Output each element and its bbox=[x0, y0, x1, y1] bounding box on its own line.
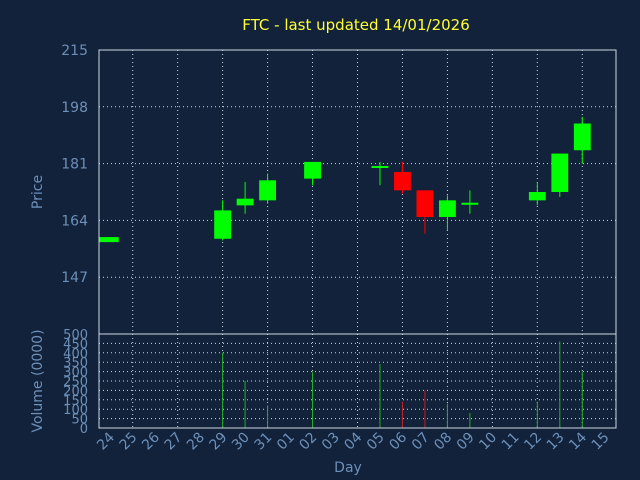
volume-bars bbox=[222, 341, 583, 428]
price-tick-label: 198 bbox=[61, 100, 88, 116]
date-tick-label: 24 bbox=[94, 429, 118, 453]
volume-grid bbox=[99, 334, 616, 428]
date-tick-label: 30 bbox=[229, 430, 253, 454]
volume-tick-label: 500 bbox=[63, 328, 88, 343]
price-grid bbox=[99, 50, 616, 334]
price-tick-label: 164 bbox=[61, 213, 88, 229]
volume-tick-label: 250 bbox=[63, 375, 88, 390]
date-tick-label: 14 bbox=[566, 429, 590, 453]
price-tick-labels: 215 198 181 164 147 bbox=[61, 43, 88, 286]
price-tick-label: 215 bbox=[61, 43, 88, 59]
price-tick-label: 181 bbox=[61, 157, 88, 173]
volume-tick-label: 100 bbox=[63, 403, 88, 418]
date-tick-label: 07 bbox=[409, 430, 433, 454]
volume-tick-label: 200 bbox=[63, 384, 88, 399]
candle-body bbox=[528, 192, 546, 201]
date-tick-label: 09 bbox=[454, 430, 478, 454]
candle-body bbox=[573, 123, 591, 151]
price-axis-label: Price bbox=[30, 175, 46, 209]
volume-tick-label: 400 bbox=[63, 347, 88, 362]
candle-body bbox=[394, 171, 411, 191]
candle-body bbox=[99, 237, 119, 243]
candle-body bbox=[214, 210, 232, 239]
date-tick-label: 26 bbox=[139, 429, 163, 453]
candle-body bbox=[438, 200, 456, 218]
date-tick-label: 28 bbox=[184, 430, 208, 454]
date-tick-label: 05 bbox=[364, 430, 388, 454]
volume-tick-label: 350 bbox=[63, 356, 88, 371]
date-tick-label: 04 bbox=[341, 429, 365, 453]
date-tick-label: 02 bbox=[296, 430, 320, 454]
date-tick-label: 15 bbox=[589, 430, 613, 454]
candle-body bbox=[236, 198, 254, 206]
price-tick-label: 147 bbox=[61, 270, 88, 286]
candle-body bbox=[416, 190, 434, 218]
volume-tick-label: 300 bbox=[63, 366, 88, 381]
date-tick-label: 11 bbox=[499, 430, 523, 454]
chart-title: FTC - last updated 14/01/2026 bbox=[242, 16, 470, 34]
date-tick-label: 13 bbox=[544, 430, 568, 454]
volume-axis-label: Volume (0000) bbox=[30, 329, 46, 432]
date-tick-label: 03 bbox=[319, 430, 343, 454]
x-axis-label: Day bbox=[334, 460, 362, 476]
candle-body bbox=[304, 161, 321, 179]
date-tick-label: 10 bbox=[476, 430, 500, 454]
date-tick-labels: 2425262728293031010203040506070809101112… bbox=[94, 429, 612, 453]
date-tick-label: 01 bbox=[274, 430, 298, 454]
date-tick-label: 29 bbox=[207, 430, 231, 454]
date-tick-label: 06 bbox=[386, 429, 410, 453]
date-tick-label: 31 bbox=[251, 430, 275, 454]
date-tick-label: 12 bbox=[521, 430, 545, 454]
volume-tick-label: 450 bbox=[63, 337, 88, 352]
date-tick-label: 27 bbox=[162, 430, 186, 454]
date-tick-label: 25 bbox=[117, 430, 141, 454]
candles bbox=[99, 116, 591, 243]
volume-tick-label: 50 bbox=[71, 413, 88, 428]
volume-tick-label: 0 bbox=[80, 422, 88, 437]
volume-panel-frame bbox=[98, 333, 617, 429]
candle-body bbox=[551, 153, 569, 192]
candle-body bbox=[259, 180, 277, 201]
date-tick-label: 08 bbox=[431, 430, 455, 454]
volume-tick-label: 150 bbox=[63, 394, 88, 409]
